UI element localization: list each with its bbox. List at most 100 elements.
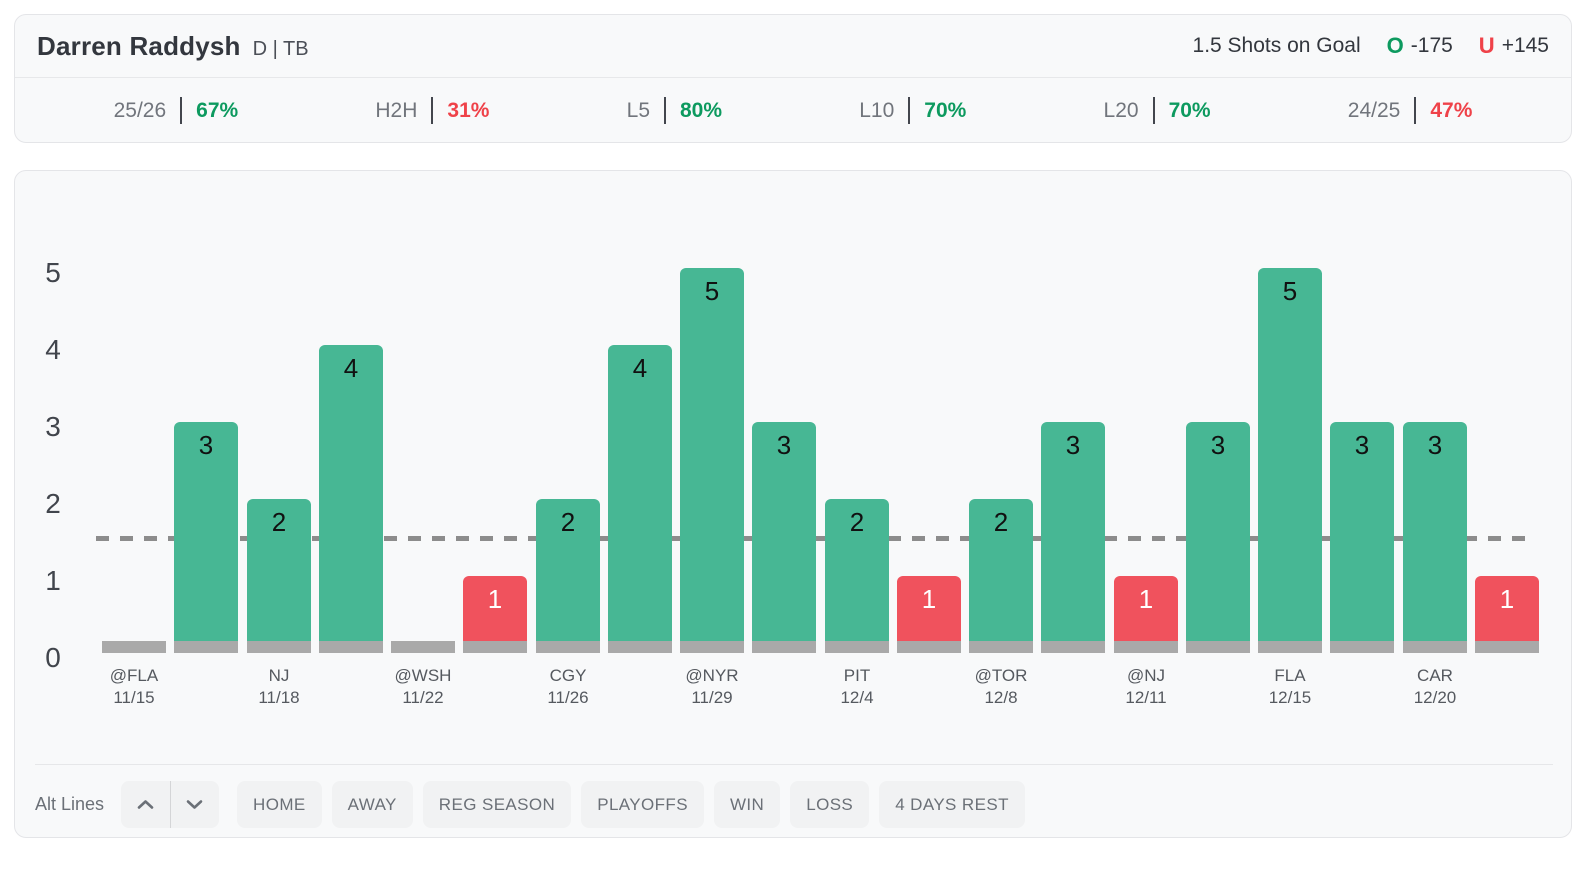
alt-lines-stepper xyxy=(121,781,220,828)
bar-value-label: 2 xyxy=(993,507,1009,537)
bar-over: 5 xyxy=(1258,268,1322,653)
stat-value: 67% xyxy=(196,98,239,122)
bar-baseline-stub xyxy=(174,641,238,653)
chart-footer: Alt Lines HOME AWAY REG SEASON PLAYOFFS … xyxy=(35,781,1025,828)
stat-item-l20: L20 70% xyxy=(1104,97,1211,124)
player-position-team: D | TB xyxy=(252,37,309,60)
bar-value-label: 1 xyxy=(1138,584,1154,614)
player-prop-header: Darren Raddysh D | TB 1.5 Shots on Goal … xyxy=(14,14,1572,143)
bar-over: 2 xyxy=(536,499,600,653)
stat-item-h2h: H2H 31% xyxy=(375,97,489,124)
stat-label: H2H xyxy=(375,98,418,122)
bar-under: 1 xyxy=(897,576,961,653)
x-axis-label-pit: PIT 12/4 xyxy=(840,666,874,707)
filter-reg-season-button[interactable]: REG SEASON xyxy=(422,781,572,828)
bar-over: 2 xyxy=(969,499,1033,653)
bar-baseline-stub xyxy=(463,641,527,653)
bar-baseline-stub xyxy=(536,641,600,653)
filter-4-days-rest-button[interactable]: 4 DAYS REST xyxy=(879,781,1025,828)
stat-label: L10 xyxy=(859,98,895,122)
x-axis-label-cgy: CGY 11/26 xyxy=(547,666,589,707)
alt-lines-label: Alt Lines xyxy=(35,794,105,814)
stat-divider xyxy=(180,97,183,124)
stat-divider xyxy=(431,97,434,124)
under-odds-button[interactable]: U +145 xyxy=(1479,33,1549,59)
chevron-up-icon xyxy=(137,800,154,809)
bar-zero xyxy=(391,641,455,653)
stat-label: L20 xyxy=(1103,98,1139,122)
bar-baseline-stub xyxy=(1330,641,1394,653)
bar-baseline-stub xyxy=(1041,641,1105,653)
bar-baseline-stub xyxy=(1114,641,1178,653)
chevron-down-icon xyxy=(186,800,203,809)
bar-baseline-stub xyxy=(825,641,889,653)
bar-over: 4 xyxy=(608,345,672,653)
bar-over: 2 xyxy=(825,499,889,653)
bar-value-label: 1 xyxy=(1499,584,1515,614)
bar-over: 3 xyxy=(1330,422,1394,653)
y-axis-tick-3: 3 xyxy=(45,411,61,442)
bar-over: 4 xyxy=(319,345,383,653)
stat-item-l5: L5 80% xyxy=(627,97,722,124)
bar-value-label: 3 xyxy=(776,430,792,460)
bar-value-label: 5 xyxy=(1282,276,1298,306)
filter-home-button[interactable]: HOME xyxy=(237,781,322,828)
x-axis-label-nj: @NJ 12/11 xyxy=(1125,666,1167,707)
y-axis-tick-5: 5 xyxy=(45,257,61,288)
bar-over: 2 xyxy=(247,499,311,653)
x-axis-label-nj: NJ 11/18 xyxy=(258,666,300,707)
over-odds-value: -175 xyxy=(1410,34,1453,57)
bar-baseline-stub xyxy=(608,641,672,653)
stat-divider xyxy=(1414,97,1417,124)
bar-value-label: 4 xyxy=(343,353,359,383)
bar-baseline-stub xyxy=(1403,641,1467,653)
filter-win-button[interactable]: WIN xyxy=(713,781,781,828)
filter-loss-button[interactable]: LOSS xyxy=(790,781,870,828)
bar-baseline-stub xyxy=(1475,641,1539,653)
line-down-button[interactable] xyxy=(171,781,220,828)
bar-value-label: 1 xyxy=(921,584,937,614)
bar-value-label: 3 xyxy=(198,430,214,460)
bar-value-label: 3 xyxy=(1065,430,1081,460)
bar-over: 5 xyxy=(680,268,744,653)
stat-divider xyxy=(664,97,666,124)
bar-value-label: 2 xyxy=(271,507,287,537)
bar-baseline-stub xyxy=(1258,641,1322,653)
x-axis-label-nyr: @NYR 11/29 xyxy=(685,666,739,707)
player-name: Darren Raddysh xyxy=(37,30,241,61)
stat-item-25-26: 25/26 67% xyxy=(114,97,239,124)
under-icon: U xyxy=(1478,33,1495,58)
stat-divider xyxy=(908,97,911,124)
under-odds-value: +145 xyxy=(1501,34,1549,57)
over-odds-button[interactable]: O -175 xyxy=(1387,33,1453,59)
title-row: Darren Raddysh D | TB 1.5 Shots on Goal … xyxy=(15,15,1571,78)
bar-value-label: 5 xyxy=(704,276,720,306)
bar-under: 1 xyxy=(463,576,527,653)
stat-divider xyxy=(1152,97,1155,124)
bar-baseline-stub xyxy=(1186,641,1250,653)
bar-value-label: 3 xyxy=(1354,430,1370,460)
bar-value-label: 4 xyxy=(632,353,648,383)
stat-item-l10: L10 70% xyxy=(859,97,966,124)
stat-value: 70% xyxy=(1168,98,1211,122)
bar-under: 1 xyxy=(1114,576,1178,653)
line-up-button[interactable] xyxy=(121,781,170,828)
stat-item-24-25: 24/25 47% xyxy=(1347,97,1472,124)
y-axis-tick-1: 1 xyxy=(45,565,61,596)
stat-value: 70% xyxy=(924,98,967,122)
bar-under: 1 xyxy=(1475,576,1539,653)
bar-over: 3 xyxy=(174,422,238,653)
stat-label: L5 xyxy=(626,98,650,122)
filter-away-button[interactable]: AWAY xyxy=(331,781,413,828)
bar-value-label: 3 xyxy=(1210,430,1226,460)
filter-playoffs-button[interactable]: PLAYOFFS xyxy=(581,781,704,828)
stat-label: 24/25 xyxy=(1347,98,1401,122)
stat-value: 31% xyxy=(447,98,490,122)
x-axis-label-tor: @TOR 12/8 xyxy=(974,666,1028,707)
over-icon: O xyxy=(1386,33,1404,58)
bar-over: 3 xyxy=(1041,422,1105,653)
bar-baseline-stub xyxy=(969,641,1033,653)
stat-value: 80% xyxy=(680,98,723,122)
y-axis-tick-0: 0 xyxy=(45,642,61,673)
bar-baseline-stub xyxy=(680,641,744,653)
